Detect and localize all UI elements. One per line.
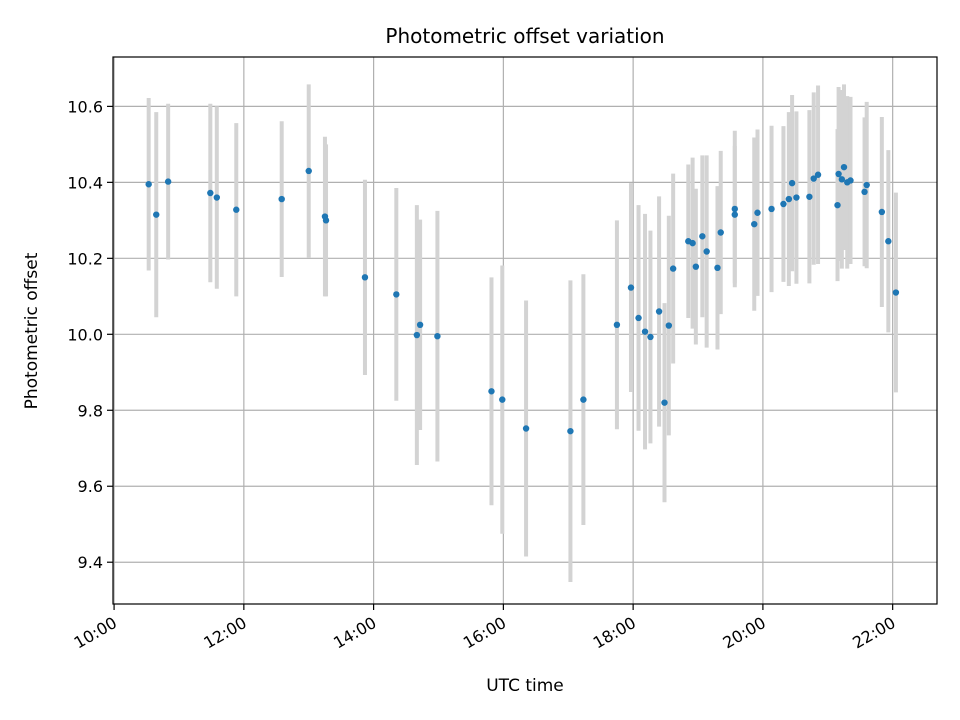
data-point	[416, 321, 424, 329]
y-tick-label: 9.6	[78, 477, 103, 496]
data-point	[305, 167, 312, 175]
data-point	[835, 170, 842, 178]
data-point	[717, 229, 724, 236]
data-point	[840, 163, 848, 171]
data-point	[655, 308, 663, 315]
y-tick-label: 10.4	[67, 173, 103, 192]
data-point	[580, 396, 587, 403]
data-points	[145, 163, 900, 435]
data-point	[488, 388, 495, 395]
data-point	[567, 427, 574, 435]
data-point	[635, 314, 642, 322]
x-axis-label: UTC time	[486, 676, 564, 696]
data-point	[641, 328, 649, 335]
data-point	[692, 263, 700, 270]
data-point	[788, 179, 796, 187]
data-point	[665, 322, 673, 329]
data-point	[434, 332, 441, 340]
data-point	[731, 205, 738, 213]
data-point	[780, 200, 787, 208]
data-point	[754, 209, 761, 216]
plot-frame	[112, 56, 938, 605]
chart-title: Photometric offset variation	[385, 24, 664, 48]
data-point	[522, 425, 530, 432]
data-point	[785, 195, 793, 203]
data-point	[861, 188, 868, 196]
data-point	[413, 331, 421, 339]
data-point	[207, 189, 214, 197]
data-point	[153, 211, 160, 218]
data-point	[878, 208, 886, 216]
data-point	[278, 195, 285, 203]
y-tick-label: 10.0	[67, 325, 103, 344]
data-point	[834, 201, 841, 209]
data-point	[863, 181, 870, 189]
y-axis-label: Photometric offset	[22, 252, 42, 409]
data-point	[499, 396, 506, 403]
data-point	[627, 284, 635, 291]
data-point	[814, 171, 822, 178]
y-tick-label: 9.8	[78, 401, 103, 420]
data-point	[233, 206, 240, 213]
data-point	[164, 178, 172, 185]
data-point	[838, 176, 846, 183]
data-point	[892, 289, 900, 296]
y-tick-label: 10.2	[67, 249, 103, 268]
data-point	[751, 220, 758, 228]
grid	[113, 57, 937, 604]
y-tick-label: 9.4	[78, 553, 103, 572]
data-point	[661, 399, 668, 406]
data-point	[689, 239, 696, 247]
data-point	[613, 321, 621, 329]
data-point	[393, 291, 400, 298]
data-point	[847, 177, 854, 184]
data-point	[145, 181, 152, 188]
data-point	[703, 248, 710, 255]
data-point	[647, 333, 654, 341]
data-point	[768, 205, 775, 213]
data-point	[699, 233, 706, 240]
data-point	[810, 175, 817, 182]
data-point	[885, 238, 892, 245]
data-point	[806, 193, 813, 200]
data-point	[361, 274, 369, 281]
data-point	[213, 194, 221, 201]
y-tick-label: 10.6	[67, 97, 103, 116]
data-point	[669, 265, 677, 272]
data-point	[322, 217, 330, 224]
data-point	[793, 194, 800, 201]
data-point	[714, 264, 721, 272]
data-point	[731, 211, 738, 218]
y-axis-ticks: 9.4 9.6 9.8 10.0 10.2 10.4 10.6	[67, 97, 113, 572]
